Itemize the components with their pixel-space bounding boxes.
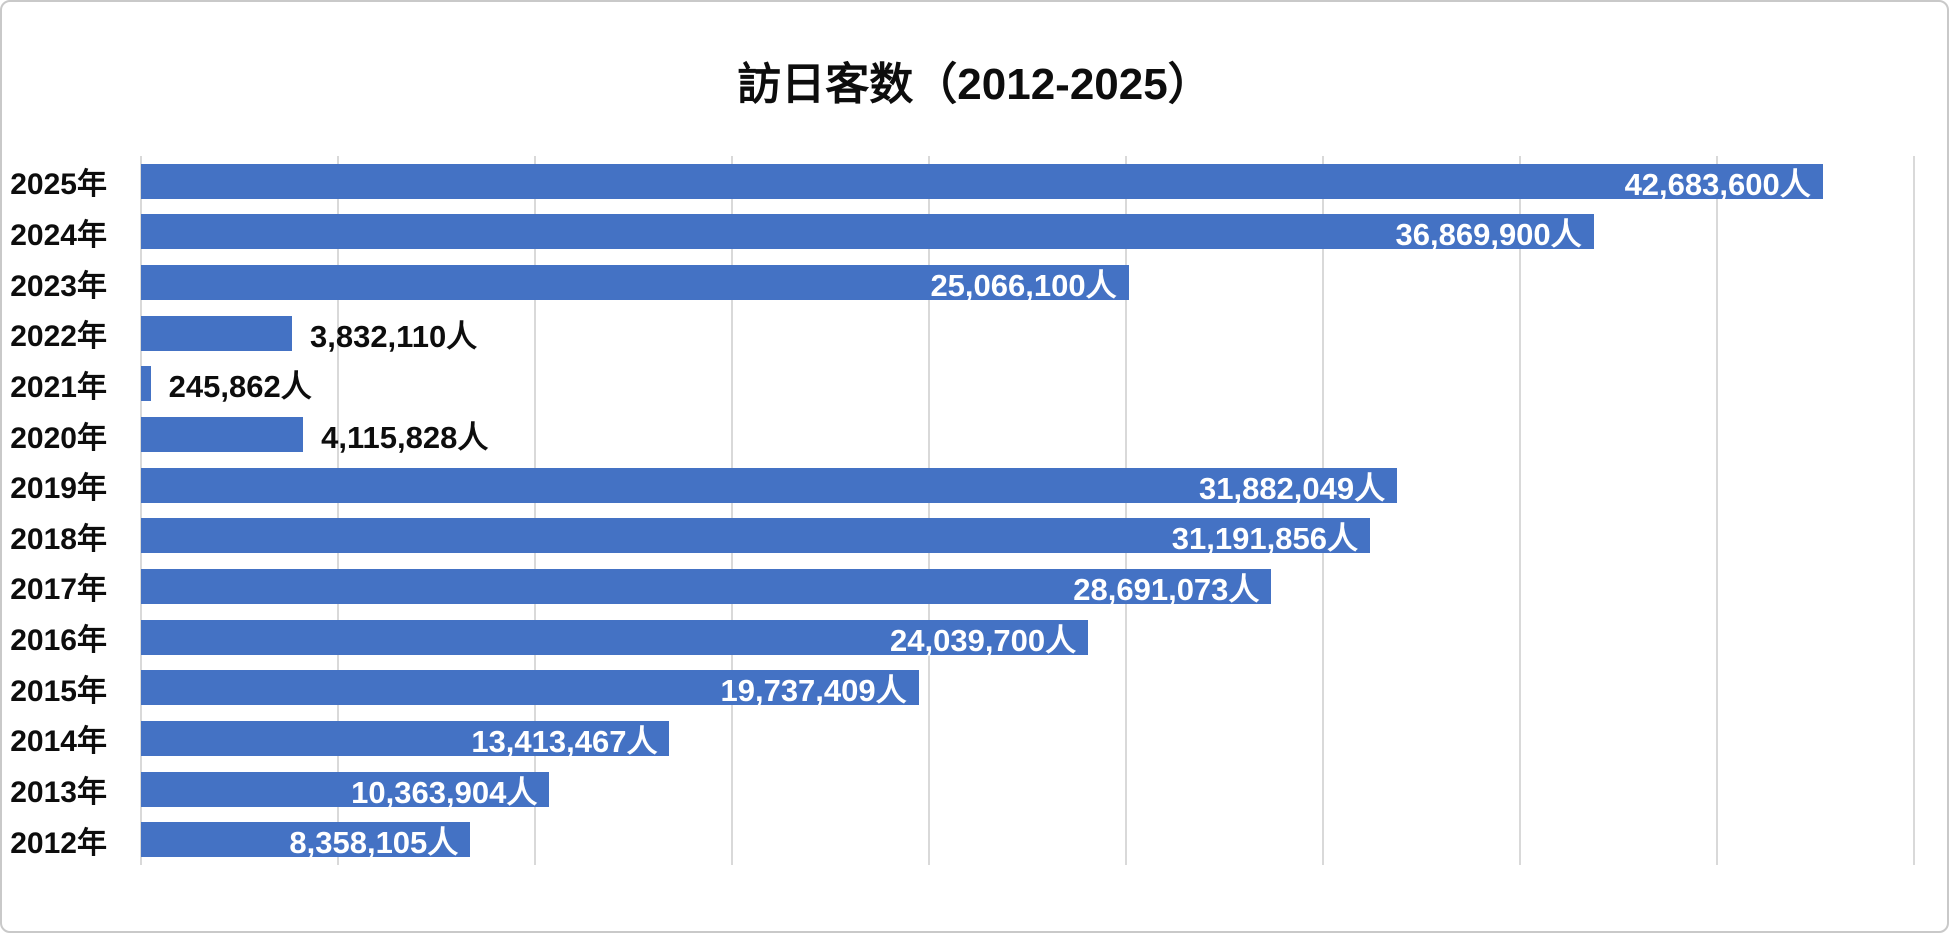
bar-row: 2015年 19,737,409人 [10, 662, 1914, 713]
y-axis-category-label: 2015年 [10, 674, 107, 708]
bar: 31,191,856人 [141, 518, 1370, 556]
bar-row: 2014年 13,413,467人 [10, 713, 1914, 764]
bar: 36,869,900人 [141, 214, 1594, 252]
bar: 8,358,105人 [141, 822, 471, 860]
y-axis-category-label: 2019年 [10, 472, 107, 506]
gridline [1716, 156, 1718, 865]
y-axis-category-label: 2013年 [10, 776, 107, 810]
gridline [1125, 156, 1127, 865]
y-axis-category-label: 2024年 [10, 218, 107, 252]
bar-value-label: 28,691,073人 [1073, 571, 1260, 607]
bar-row: 2024年 36,869,900人 [10, 207, 1914, 258]
bar-value-label: 36,869,900人 [1395, 217, 1582, 253]
gridline [1519, 156, 1521, 865]
bar-row: 2016年 24,039,700人 [10, 612, 1914, 663]
y-axis-category-label: 2023年 [10, 269, 107, 303]
bar-row: 2022年 3,832,110人 [10, 308, 1914, 359]
bar-value-label: 4,115,828人 [321, 420, 489, 456]
bar-row: 2012年 8,358,105人 [10, 814, 1914, 865]
bar-value-label: 3,832,110人 [309, 318, 478, 354]
y-axis-category-label: 2020年 [10, 421, 107, 455]
bar-value-label: 31,882,049人 [1198, 470, 1386, 506]
bar-row: 2023年 25,066,100人 [10, 257, 1914, 308]
bar-row: 2018年 31,191,856人 [10, 511, 1914, 562]
bar [141, 366, 151, 402]
bar-value-label: 13,413,467人 [471, 723, 658, 759]
bar: 19,737,409人 [141, 670, 919, 708]
y-axis-category-label: 2018年 [10, 522, 107, 556]
y-axis-category-label: 2014年 [10, 725, 107, 759]
bar-value-label: 31,191,856人 [1171, 521, 1358, 557]
bar: 24,039,700人 [141, 619, 1089, 658]
gridline [730, 156, 733, 865]
bar-row: 2025年 42,683,600人 [10, 156, 1914, 207]
bar-value-label: 19,737,409人 [720, 673, 907, 709]
gridline [928, 156, 930, 865]
bar: 25,066,100人 [141, 265, 1129, 303]
gridline [534, 156, 536, 865]
bar [141, 417, 304, 453]
gridline [140, 156, 142, 865]
bar: 31,882,049人 [141, 467, 1398, 506]
bar-value-label: 245,862人 [168, 369, 312, 405]
bar-row: 2021年 245,862人 [10, 359, 1914, 410]
bar-value-label: 24,039,700人 [890, 622, 1077, 658]
chart-title: 訪日客数（2012-2025） [737, 60, 1212, 109]
gridline [1321, 156, 1324, 865]
bar: 10,363,904人 [141, 771, 550, 810]
plot-area: 2025年 42,683,600人 2024年 36,869,900人 2023… [10, 156, 1915, 865]
y-axis-category-label: 2012年 [10, 826, 107, 860]
bar-value-label: 42,683,600人 [1624, 166, 1811, 202]
gridline [1913, 156, 1915, 865]
bar-row: 2020年 4,115,828人 [10, 409, 1914, 460]
bar-value-label: 10,363,904人 [351, 774, 538, 810]
bar [141, 315, 292, 351]
y-axis-category-label: 2017年 [10, 573, 107, 607]
bar: 42,683,600人 [141, 163, 1823, 202]
y-axis-category-label: 2025年 [10, 168, 107, 202]
gridline [337, 156, 339, 865]
y-axis-category-label: 2021年 [10, 370, 107, 404]
bar: 28,691,073人 [141, 568, 1272, 607]
bar-value-label: 8,358,105人 [289, 825, 459, 861]
bar-row: 2013年 10,363,904人 [10, 764, 1914, 815]
bar: 13,413,467人 [141, 720, 670, 759]
y-axis-category-label: 2022年 [10, 320, 107, 354]
bar-row: 2019年 31,882,049人 [10, 460, 1914, 511]
bar-row: 2017年 28,691,073人 [10, 561, 1914, 612]
bar-value-label: 25,066,100人 [930, 268, 1117, 304]
y-axis-category-label: 2016年 [10, 624, 107, 658]
